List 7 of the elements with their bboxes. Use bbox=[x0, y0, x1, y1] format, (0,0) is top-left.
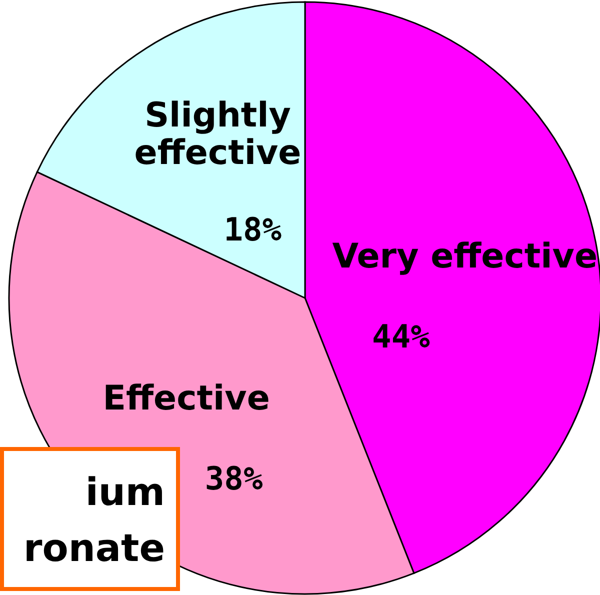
slice-label: Slightly effective bbox=[134, 96, 302, 173]
slice-label: Effective bbox=[102, 378, 270, 418]
text: ium ronate bbox=[24, 470, 165, 570]
data-label: 38% bbox=[204, 459, 264, 498]
slice-label: Very effective bbox=[332, 236, 598, 276]
data-label: 18% bbox=[224, 210, 282, 249]
data-label: 44% bbox=[372, 317, 431, 356]
